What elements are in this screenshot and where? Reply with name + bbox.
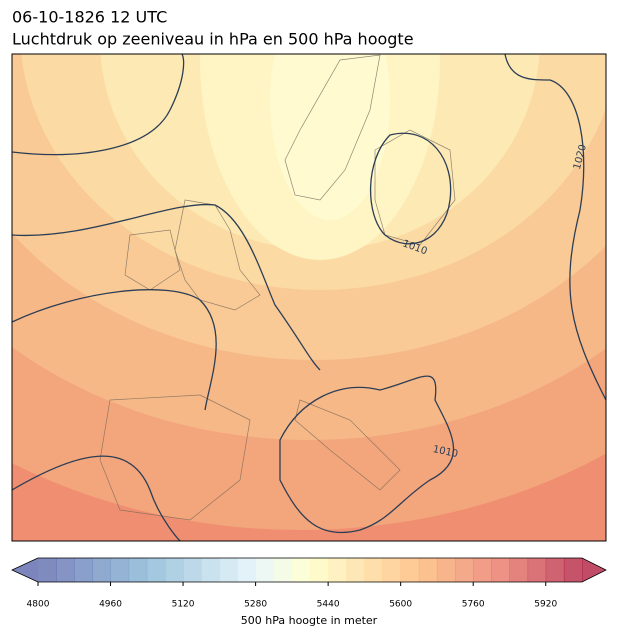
contour-label: 1010 [432, 444, 459, 460]
colorbar-bin [92, 558, 112, 582]
map-frame [11, 53, 607, 542]
colorbar-extend [582, 558, 606, 582]
colorbar-bin [74, 558, 93, 582]
colorbar-bin [563, 558, 583, 582]
colorbar-bin [273, 558, 293, 582]
colorbar-bin [183, 558, 202, 582]
colorbar-bin [346, 558, 365, 582]
subtitle: Luchtdruk op zeeniveau in hPa en 500 hPa… [12, 30, 414, 49]
colorbar-bin [164, 558, 184, 582]
colorbar-bin [255, 558, 275, 582]
colorbar-tick-label: 5600 [389, 600, 412, 610]
colorbar-bin [56, 558, 75, 582]
colorbar-bin [237, 558, 257, 582]
colorbar-bin [436, 558, 456, 582]
colorbar-bin [291, 558, 311, 582]
colorbar-tick-label: 4800 [27, 600, 50, 610]
colorbar-tick-label: 5920 [534, 600, 557, 610]
colorbar-extend [12, 558, 38, 582]
colorbar-bin [545, 558, 565, 582]
colorbar: 4800 4960 5120 5280 5440 5600 5760 5920 [11, 557, 607, 610]
colorbar-bin [382, 558, 402, 582]
colorbar-bin [328, 558, 347, 582]
colorbar-bin [418, 558, 438, 582]
map: 1010 1010 1020 [12, 54, 606, 541]
colorbar-label: 500 hPa hoogte in meter [241, 614, 378, 627]
colorbar-bin [400, 558, 420, 582]
colorbar-bin [364, 558, 384, 582]
colorbar-bin [110, 558, 130, 582]
colorbar-bin [473, 558, 492, 582]
colorbar-bin [527, 558, 547, 582]
colorbar-bin [201, 558, 220, 582]
title: 06-10-1826 12 UTC [12, 8, 167, 27]
colorbar-bin [491, 558, 510, 582]
colorbar-tick-label: 5120 [172, 600, 195, 610]
colorbar-tick-label: 5440 [317, 600, 340, 610]
colorbar-tick-label: 5760 [462, 600, 485, 610]
colorbar-outline [11, 557, 607, 583]
colorbar-bin [128, 558, 148, 582]
colorbar-bin [219, 558, 238, 582]
colorbar-bin [146, 558, 166, 582]
colorbar-bin [455, 558, 474, 582]
colorbar-bin [509, 558, 529, 582]
colorbar-bin [38, 558, 57, 582]
colorbar-tick-label: 4960 [99, 600, 122, 610]
colorbar-bin [310, 558, 329, 582]
colorbar-tick-label: 5280 [244, 600, 267, 610]
